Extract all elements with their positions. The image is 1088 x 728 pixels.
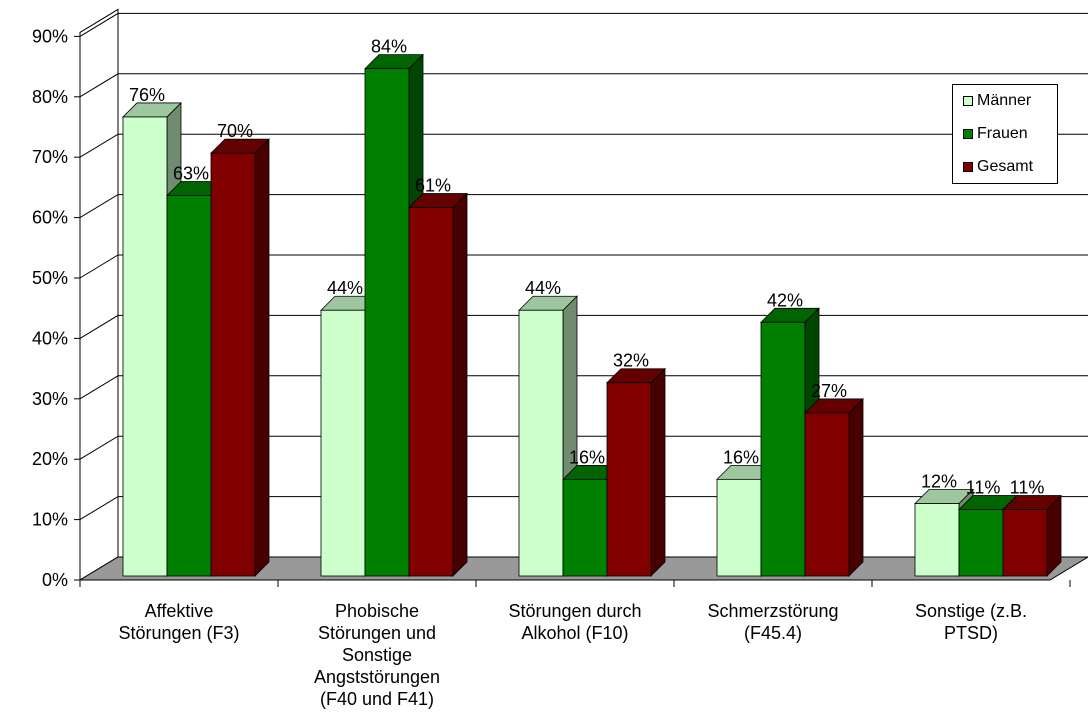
data-label: 16% (569, 447, 605, 467)
y-tick-label: 10% (32, 510, 68, 530)
bar-front (804, 412, 850, 577)
legend-swatch-maenner (963, 96, 973, 106)
gridline (79, 314, 1088, 339)
legend: Männer Frauen Gesamt (952, 84, 1058, 184)
x-axis (79, 579, 1071, 587)
bar (804, 397, 864, 577)
bar-side (848, 397, 864, 577)
bar-side (452, 192, 468, 577)
y-tick-label: 50% (32, 268, 68, 288)
data-label: 84% (371, 37, 407, 57)
bar-front (716, 478, 762, 577)
gridline (79, 73, 1088, 98)
bar-front (166, 195, 212, 577)
x-tick-label-line: Alkohol (F10) (521, 623, 629, 643)
x-tick-label-line: (F45.4) (743, 623, 803, 643)
y-tick-label: 90% (32, 26, 68, 46)
y-axis: 0% 10% 20% 30% 40% 50% 60% 70% 80% 90% (32, 26, 81, 590)
bar-front (760, 321, 806, 577)
bar (1002, 494, 1062, 577)
x-tick-label-line: Affektive (144, 601, 214, 621)
x-tick-label-line: Störungen und (317, 623, 437, 643)
bar-front (914, 503, 960, 577)
bar (408, 192, 468, 577)
x-tick-label: Sonstige (z.B. PTSD) (876, 600, 1066, 644)
y-tick-label: 30% (32, 389, 68, 409)
x-tick-label: Schmerzstörung (F45.4) (678, 600, 868, 644)
y-tick-label: 70% (32, 147, 68, 167)
x-tick-label-line: (F40 und F41) (319, 689, 435, 709)
data-labels: 76% 63% 70% 44% 84% 61% 44% 16% 32% 16% 42% 27% 12% 1… (129, 37, 1044, 498)
legend-swatch-gesamt (963, 162, 973, 172)
data-label: 11% (1010, 478, 1045, 498)
x-tick-label-line: Störungen durch (508, 601, 642, 621)
y-tick-label: 80% (32, 87, 68, 107)
bar-front (562, 478, 608, 577)
y-tick-label: 40% (32, 328, 68, 348)
bar-front (364, 68, 410, 577)
data-label: 70% (217, 121, 253, 141)
x-tick-label: Phobische Störungen und Sonstige Angststöru… (282, 600, 472, 710)
y-tick-label: 60% (32, 208, 68, 228)
bar (210, 138, 270, 577)
legend-label-maenner: Männer (977, 92, 1032, 109)
data-label: 44% (327, 278, 363, 298)
x-tick-label-line: Störungen (F3) (118, 623, 240, 643)
gridline (79, 194, 1088, 219)
x-tick-label-line: Sonstige (341, 645, 413, 665)
bar-front (958, 509, 1004, 577)
data-label: 63% (173, 163, 209, 183)
legend-label-frauen: Frauen (977, 125, 1028, 142)
bar-side (254, 138, 270, 577)
y-tick-label: 0% (42, 570, 68, 590)
y-tick-label: 20% (32, 449, 68, 469)
legend-item-maenner: Männer (963, 91, 1031, 111)
bar-front (210, 152, 256, 577)
x-tick-label-line: Angststörungen (313, 667, 441, 687)
bar-front (408, 207, 454, 577)
legend-label-gesamt: Gesamt (977, 158, 1034, 175)
data-label: 44% (525, 278, 561, 298)
bars (122, 53, 1062, 577)
x-tick-label-line: Schmerzstörung (707, 601, 839, 621)
gridline (79, 12, 1088, 37)
data-label: 32% (613, 351, 649, 371)
bar-front (606, 382, 652, 577)
data-label: 76% (129, 85, 165, 105)
chart-walls (79, 8, 119, 581)
x-tick-label-line: Phobische (334, 601, 420, 621)
left-wall (79, 8, 119, 581)
bar-front (320, 309, 366, 577)
bar-front (122, 116, 168, 577)
x-tick-label: Störungen durch Alkohol (F10) (480, 600, 670, 644)
legend-item-frauen: Frauen (963, 124, 1028, 144)
data-label: 27% (811, 381, 847, 401)
data-label: 12% (921, 472, 957, 492)
data-label: 11% (966, 478, 1001, 498)
bar (606, 367, 666, 577)
legend-swatch-frauen (963, 129, 973, 139)
bar-front (1002, 509, 1048, 577)
bar-front (518, 309, 564, 577)
legend-item-gesamt: Gesamt (963, 157, 1033, 177)
data-label: 16% (723, 447, 759, 467)
data-label: 42% (767, 290, 803, 310)
gridline (79, 254, 1088, 279)
data-label: 61% (415, 176, 451, 196)
bar-side (650, 367, 666, 577)
x-tick-label-line: Sonstige (z.B. (914, 601, 1028, 621)
gridline (79, 133, 1088, 158)
x-tick-label-line: PTSD) (944, 623, 998, 643)
x-tick-label: Affektive Störungen (F3) (84, 600, 274, 644)
